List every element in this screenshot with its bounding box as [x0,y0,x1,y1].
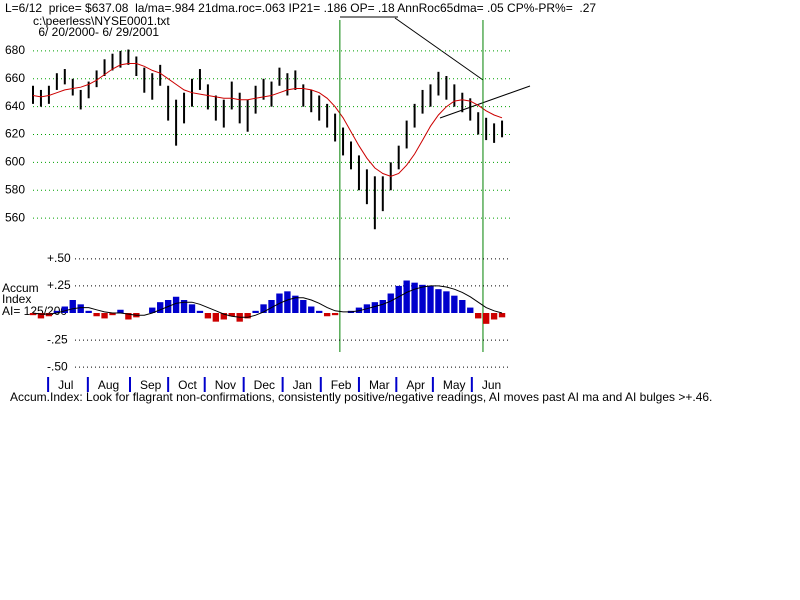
ai-bar [482,313,490,324]
ai-bar [252,310,259,313]
ai-bar [125,313,132,320]
trend-line [439,85,531,119]
ai-bar [188,304,196,313]
ai-bar [498,313,506,318]
ai-bar [475,313,482,319]
ai-bar [435,289,442,313]
ai-bar [93,313,100,317]
y-tick-label: 560 [5,210,25,224]
y-tick-label: -.25 [47,332,68,346]
trend-line [394,17,484,81]
y-tick-label: 600 [5,155,25,169]
x-tick-label: Sep [140,378,162,392]
ai-bar [379,300,386,313]
x-tick-label: Mar [369,378,390,392]
x-tick-label: Nov [215,378,236,392]
ai-bar [260,304,267,313]
y-tick-label: +.25 [47,278,71,292]
ai-bar [29,313,37,316]
ai-bar [172,296,180,313]
ai-bar [467,307,474,313]
ai-bar [331,313,339,316]
ai-bar [316,310,323,313]
ma-line [32,285,503,318]
ai-bar [300,300,307,313]
ai-bar [419,284,426,313]
ai-bar [85,310,92,313]
footer: Accum.Index: Look for flagrant non-confi… [10,390,712,404]
ai-bar [180,300,188,313]
x-tick-label: Dec [254,378,275,392]
ai-bar [204,313,212,319]
ai-bar [427,285,434,313]
ai-bar [77,304,84,313]
ai-label: Accum [2,281,39,295]
ai-bar [101,313,108,319]
y-tick-label: +.50 [47,251,71,265]
y-tick-label: -.50 [47,359,68,373]
x-tick-label: Oct [178,378,197,392]
x-tick-label: Jan [293,378,312,392]
x-tick-label: Aug [98,378,119,392]
ai-bar [403,280,410,313]
y-tick-label: 620 [5,127,25,141]
header-line: 6/ 20/2000- 6/ 29/2001 [35,25,159,39]
y-tick-label: 640 [5,99,25,113]
ai-bar [61,306,68,313]
ai-bar [387,293,394,313]
ai-bar [117,309,124,313]
ai-bar [53,310,61,313]
ai-bar [308,306,315,313]
x-tick-label: May [443,378,466,392]
y-tick-label: 580 [5,182,25,196]
ai-bar [149,307,156,313]
ai-bar [292,295,299,313]
y-tick-label: 680 [5,43,25,57]
ai-bar [411,282,418,313]
ai-bar [490,313,498,320]
ai-bar [45,313,53,317]
ai-bar [459,300,466,313]
ai-bar [228,313,235,317]
x-tick-label: Jul [58,378,73,392]
y-tick-label: 660 [5,71,25,85]
ai-bar [157,302,164,313]
ai-bar [451,295,458,313]
x-tick-label: Apr [406,378,425,392]
ai-bar [37,313,45,319]
ai-bar [220,313,227,320]
ma-line [32,63,503,177]
x-tick-label: Jun [482,378,501,392]
ai-label: Index [2,292,31,306]
ai-bar [69,300,76,313]
header-line: L=6/12 price= $637.08 la/ma=.984 21dma.r… [5,1,596,15]
ai-bar [212,313,220,322]
ai-bar [196,310,204,313]
ai-bar [244,313,251,319]
ai-bar [443,291,450,313]
ai-bar [323,313,331,317]
ai-bar [268,300,275,313]
ai-bar [395,285,402,313]
ai-bar [284,291,291,313]
ai-bar [371,302,379,313]
ai-bar [109,313,116,316]
x-tick-label: Feb [331,378,352,392]
header-line: c:\peerless\NYSE0001.txt [33,14,170,28]
